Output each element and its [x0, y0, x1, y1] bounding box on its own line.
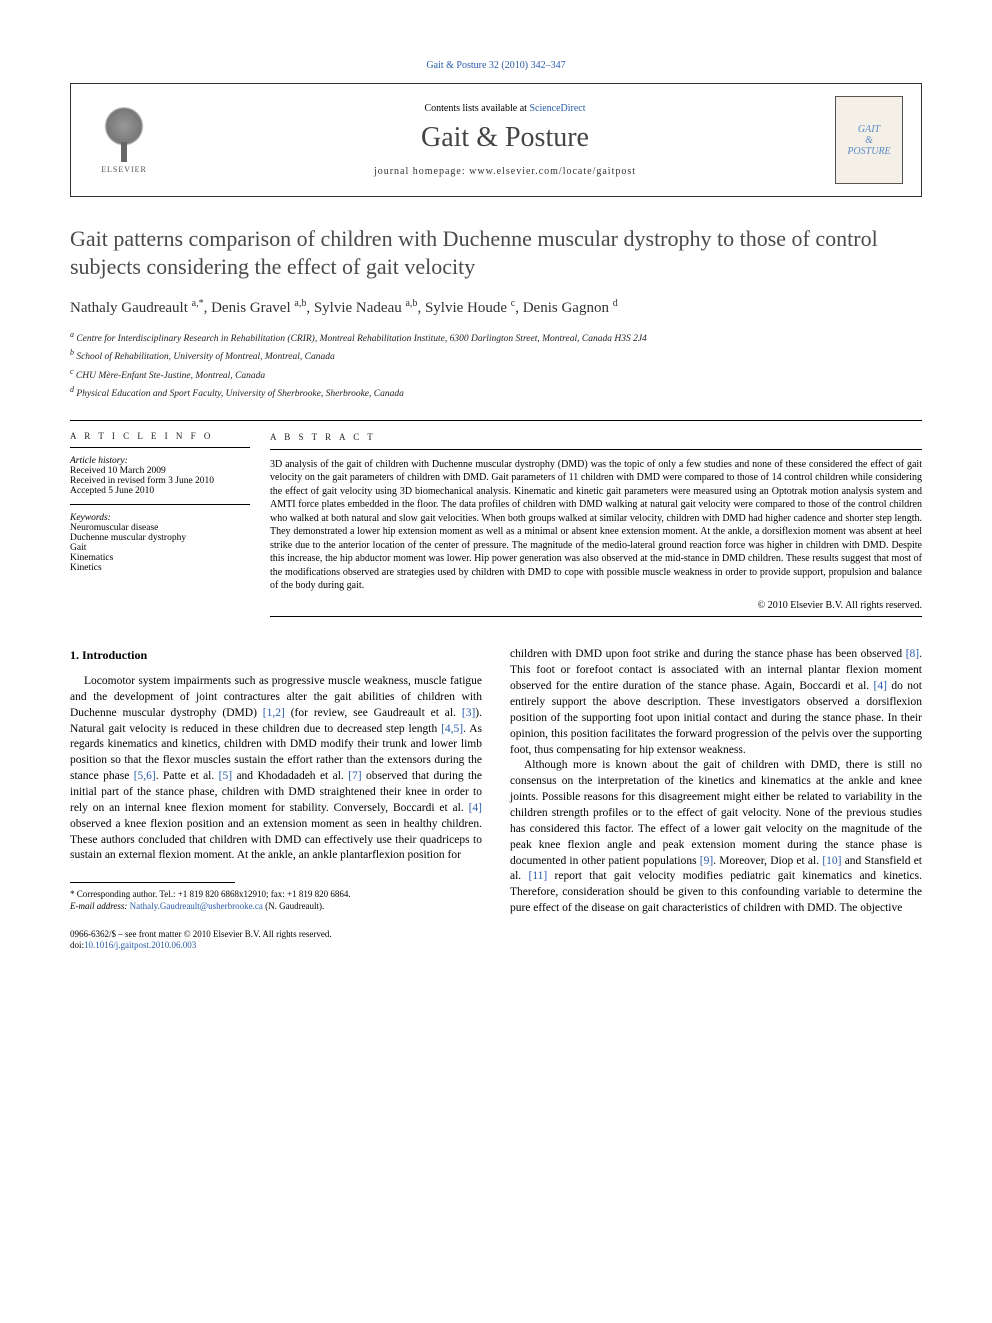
homepage-url: www.elsevier.com/locate/gaitpost — [469, 166, 636, 177]
body-column-right: children with DMD upon foot strike and d… — [510, 647, 922, 952]
intro-paragraph-1-cont: children with DMD upon foot strike and d… — [510, 647, 922, 758]
affiliations: a Centre for Interdisciplinary Research … — [70, 329, 922, 402]
keyword-line: Kinematics — [70, 553, 250, 563]
running-head: Gait & Posture 32 (2010) 342–347 — [70, 60, 922, 71]
contents-lists-line: Contents lists available at ScienceDirec… — [175, 103, 835, 114]
history-line: Accepted 5 June 2010 — [70, 486, 250, 496]
author-list: Nathaly Gaudreault a,*, Denis Gravel a,b… — [70, 298, 922, 317]
abstract-column: A B S T R A C T 3D analysis of the gait … — [270, 421, 922, 618]
affiliation-line: c CHU Mère-Enfant Ste-Justine, Montreal,… — [70, 366, 922, 383]
footnote-separator — [70, 882, 235, 883]
body-two-column: 1. Introduction Locomotor system impairm… — [70, 647, 922, 952]
cover-line1: GAIT — [858, 124, 880, 135]
email-label: E-mail address: — [70, 901, 130, 911]
doi-link[interactable]: 10.1016/j.gaitpost.2010.06.003 — [84, 940, 196, 950]
abstract-label: A B S T R A C T — [270, 431, 922, 443]
front-matter-line: 0966-6362/$ – see front matter © 2010 El… — [70, 929, 482, 941]
history-line: Received in revised form 3 June 2010 — [70, 476, 250, 486]
keywords-block: Keywords: Neuromuscular diseaseDuchenne … — [70, 505, 250, 581]
journal-name: Gait & Posture — [175, 122, 835, 154]
cover-line2: POSTURE — [847, 146, 890, 157]
affiliation-line: b School of Rehabilitation, University o… — [70, 347, 922, 364]
email-suffix: (N. Gaudreault). — [263, 901, 324, 911]
masthead-center: Contents lists available at ScienceDirec… — [175, 103, 835, 177]
corresponding-author-footnote: * Corresponding author. Tel.: +1 819 820… — [70, 889, 482, 912]
corresponding-line: * Corresponding author. Tel.: +1 819 820… — [70, 889, 482, 901]
homepage-prefix: journal homepage: — [374, 166, 469, 177]
body-column-left: 1. Introduction Locomotor system impairm… — [70, 647, 482, 952]
footer-meta: 0966-6362/$ – see front matter © 2010 El… — [70, 929, 482, 952]
elsevier-logo: ELSEVIER — [89, 100, 159, 180]
keyword-line: Kinetics — [70, 563, 250, 573]
contents-prefix: Contents lists available at — [424, 103, 529, 114]
doi-label: doi: — [70, 940, 84, 950]
elsevier-label: ELSEVIER — [101, 165, 147, 174]
article-info-column: A R T I C L E I N F O Article history: R… — [70, 421, 270, 618]
keyword-line: Gait — [70, 543, 250, 553]
journal-masthead: ELSEVIER Contents lists available at Sci… — [70, 83, 922, 197]
article-history-block: Article history: Received 10 March 2009R… — [70, 448, 250, 505]
keywords-label: Keywords: — [70, 513, 111, 523]
sciencedirect-link[interactable]: ScienceDirect — [529, 103, 585, 114]
article-title: Gait patterns comparison of children wit… — [70, 225, 922, 280]
history-label: Article history: — [70, 456, 128, 466]
history-line: Received 10 March 2009 — [70, 466, 250, 476]
abstract-copyright: © 2010 Elsevier B.V. All rights reserved… — [270, 599, 922, 613]
affiliation-line: d Physical Education and Sport Faculty, … — [70, 384, 922, 401]
keyword-line: Duchenne muscular dystrophy — [70, 533, 250, 543]
keyword-line: Neuromuscular disease — [70, 523, 250, 533]
affiliation-line: a Centre for Interdisciplinary Research … — [70, 329, 922, 346]
intro-paragraph-1: Locomotor system impairments such as pro… — [70, 674, 482, 864]
author-email-link[interactable]: Nathaly.Gaudreault@usherbrooke.ca — [130, 901, 263, 911]
intro-paragraph-2: Although more is known about the gait of… — [510, 758, 922, 917]
journal-homepage-line: journal homepage: www.elsevier.com/locat… — [175, 166, 835, 177]
abstract-text: 3D analysis of the gait of children with… — [270, 458, 922, 593]
elsevier-tree-icon — [99, 107, 149, 162]
journal-cover-thumb: GAIT & POSTURE — [835, 96, 903, 184]
article-info-label: A R T I C L E I N F O — [70, 431, 250, 441]
section-heading-introduction: 1. Introduction — [70, 647, 482, 664]
cover-amp: & — [865, 135, 873, 146]
